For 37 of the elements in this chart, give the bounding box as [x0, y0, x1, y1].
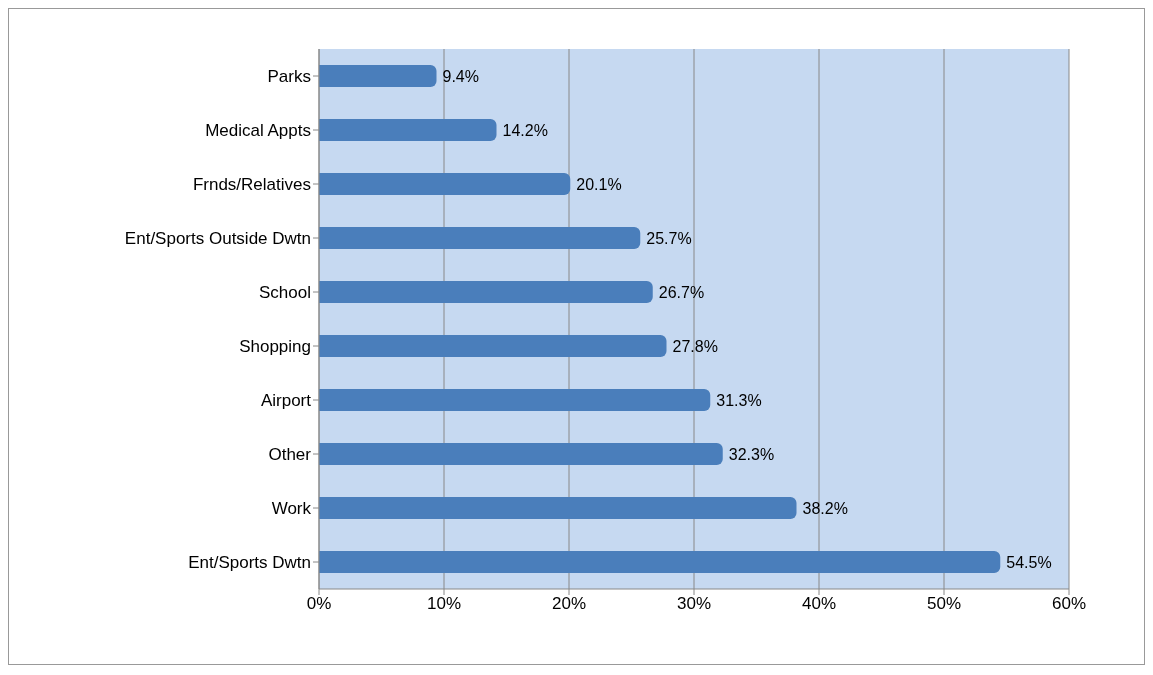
bar — [319, 443, 723, 465]
x-tick-label: 0% — [306, 594, 332, 614]
data-label: 31.3% — [716, 392, 762, 409]
data-label: 25.7% — [646, 230, 692, 247]
bar — [319, 497, 797, 519]
y-tick-label: Ent/Sports Outside Dwtn — [124, 229, 311, 249]
data-label: 54.5% — [1006, 554, 1052, 571]
data-label: 14.2% — [502, 122, 548, 139]
bar — [319, 173, 571, 195]
y-tick-label: Parks — [267, 67, 311, 87]
x-tick-label: 40% — [801, 594, 837, 614]
x-tick-label: 60% — [1051, 594, 1087, 614]
bar — [319, 65, 437, 87]
x-tick-label: 10% — [426, 594, 462, 614]
bar — [319, 389, 711, 411]
x-tick-label: 50% — [926, 594, 962, 614]
y-tick-label: Other — [268, 445, 312, 465]
data-label: 26.7% — [658, 284, 705, 301]
bar — [319, 551, 1001, 573]
y-tick-label: Airport — [260, 391, 312, 411]
y-tick-label: Work — [271, 499, 312, 519]
bar — [319, 335, 667, 357]
x-tick-label: 20% — [551, 594, 587, 614]
y-tick-label: School — [259, 283, 311, 303]
data-label: 27.8% — [672, 338, 718, 355]
x-tick-label: 30% — [676, 594, 712, 614]
y-tick-label: Shopping — [239, 337, 311, 357]
data-label: 38.2% — [802, 500, 848, 517]
bar — [319, 119, 497, 141]
y-tick-label: Frnds/Relatives — [192, 175, 311, 195]
data-label: 9.4% — [442, 68, 479, 85]
bar — [319, 227, 641, 249]
y-tick-label: Ent/Sports Dwtn — [188, 553, 311, 573]
bar — [319, 281, 653, 303]
data-label: 32.3% — [728, 446, 775, 463]
data-label: 20.1% — [576, 176, 622, 193]
y-tick-label: Medical Appts — [205, 121, 311, 141]
